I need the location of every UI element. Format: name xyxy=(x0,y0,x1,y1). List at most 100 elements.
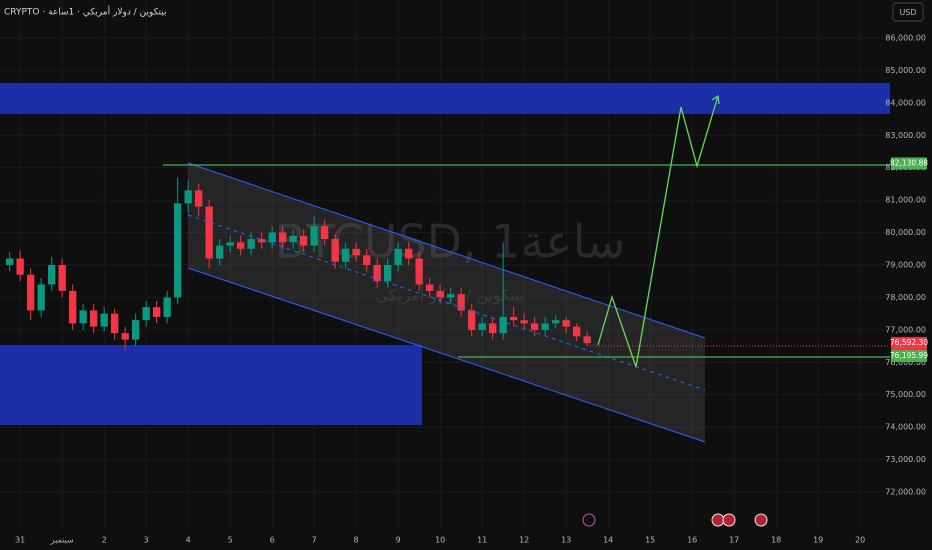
y-tick-label: 86,000.00 xyxy=(885,33,926,42)
x-tick-label: 9 xyxy=(396,536,401,545)
candle-body xyxy=(320,226,329,240)
candle-body xyxy=(131,320,140,340)
x-tick-label: 13 xyxy=(561,536,571,545)
x-tick-label: 18 xyxy=(771,536,781,545)
candle-body xyxy=(26,274,35,311)
x-tick-label: 3 xyxy=(144,536,149,545)
y-tick-label: 73,000.00 xyxy=(885,455,926,464)
candle-body xyxy=(163,297,171,317)
currency[interactable]: USD xyxy=(899,8,916,17)
event-icon[interactable] xyxy=(754,513,768,527)
price-label: 76,592.30 xyxy=(890,338,928,347)
candle-body xyxy=(16,258,24,275)
y-tick-label: 72,000.00 xyxy=(885,488,926,497)
event-icon[interactable] xyxy=(582,513,596,527)
y-tick-label: 77,000.00 xyxy=(885,325,926,334)
y-tick-label: 85,000.00 xyxy=(885,66,926,75)
price-label: 82,130.88 xyxy=(890,158,928,167)
candle-body xyxy=(467,310,476,330)
x-tick-label: 19 xyxy=(813,536,823,545)
projection-arrow xyxy=(711,94,720,105)
x-tick-label: سبتمبر xyxy=(50,536,74,545)
y-tick-label: 80,000.00 xyxy=(885,228,926,237)
candle-body xyxy=(520,320,528,324)
candle-body xyxy=(541,323,549,330)
candle-body xyxy=(278,232,287,243)
x-tick-label: 5 xyxy=(228,536,233,545)
candle-body xyxy=(572,326,581,337)
support-zone xyxy=(0,345,422,425)
candle-body xyxy=(331,239,339,262)
candle-body xyxy=(362,255,371,265)
candle-body xyxy=(415,258,423,285)
candle-body xyxy=(89,310,98,327)
candle-body xyxy=(310,226,318,246)
candle-body xyxy=(37,284,45,311)
candle-body xyxy=(194,190,203,207)
candle-body xyxy=(425,284,434,291)
event-icon[interactable] xyxy=(722,513,736,527)
candle-body xyxy=(110,313,119,334)
candle-body xyxy=(436,290,444,298)
candle-body xyxy=(373,265,381,282)
x-tick-label: 4 xyxy=(186,536,191,545)
price-label-box xyxy=(891,349,927,362)
x-tick-label: 14 xyxy=(603,536,613,545)
currency-box[interactable] xyxy=(892,2,924,22)
header: CRYPTO · بيتكوين / دولار أمريكي · 1ساعة xyxy=(4,6,167,18)
price-label-box xyxy=(891,337,927,350)
event-icon[interactable] xyxy=(711,513,725,527)
resistance-zone xyxy=(0,83,890,114)
x-tick-label: 16 xyxy=(687,536,697,545)
price-label: 76,195.99 xyxy=(890,351,928,360)
price-axis xyxy=(890,0,932,550)
y-tick-label: 84,000.00 xyxy=(885,98,926,107)
price-label-box xyxy=(891,157,927,170)
candle-body xyxy=(404,248,413,259)
grid xyxy=(0,0,890,530)
candle-body xyxy=(47,265,56,285)
x-tick-label: 2 xyxy=(102,536,107,545)
x-tick-label: 20 xyxy=(855,536,865,545)
candle-body xyxy=(142,307,150,321)
candle-body xyxy=(341,248,350,262)
x-tick-label: 11 xyxy=(477,536,487,545)
candle-body xyxy=(205,206,213,259)
candle-body xyxy=(394,248,402,265)
x-tick-label: 6 xyxy=(270,536,275,545)
y-tick-label: 79,000.00 xyxy=(885,261,926,270)
y-tick-label: 76,000.00 xyxy=(885,358,926,367)
candle-body xyxy=(247,239,255,249)
candle-body xyxy=(446,294,455,298)
x-tick-label: 10 xyxy=(435,536,445,545)
x-tick-label: 31 xyxy=(15,536,25,545)
candle-body xyxy=(499,316,507,334)
projection-path xyxy=(597,95,719,368)
candle-body xyxy=(236,242,245,249)
y-tick-label: 83,000.00 xyxy=(885,131,926,140)
x-tick-label: 8 xyxy=(354,536,359,545)
y-tick-label: 81,000.00 xyxy=(885,196,926,205)
x-tick-label: 17 xyxy=(729,536,739,545)
candle-body xyxy=(509,316,518,321)
candle-body xyxy=(100,313,108,327)
candle-body xyxy=(173,203,182,298)
time-axis xyxy=(0,530,932,550)
candle-body xyxy=(457,294,465,311)
channel-mid xyxy=(187,214,706,391)
candle-body xyxy=(226,242,234,246)
candle-body xyxy=(257,239,266,243)
candle-body xyxy=(383,265,392,282)
candle-body xyxy=(152,307,161,317)
candle-body xyxy=(184,190,192,204)
x-tick-label: 7 xyxy=(312,536,317,545)
x-tick-label: 12 xyxy=(519,536,529,545)
candles xyxy=(5,177,591,350)
x-tick-label: 15 xyxy=(645,536,655,545)
candle-body xyxy=(121,333,129,340)
y-tick-label: 74,000.00 xyxy=(885,423,926,432)
axes: 72,000.00 73,000.00 74,000.00 75,000.00 76,0… xyxy=(15,33,928,544)
channel-top xyxy=(187,162,706,339)
y-tick-label: 75,000.00 xyxy=(885,390,926,399)
